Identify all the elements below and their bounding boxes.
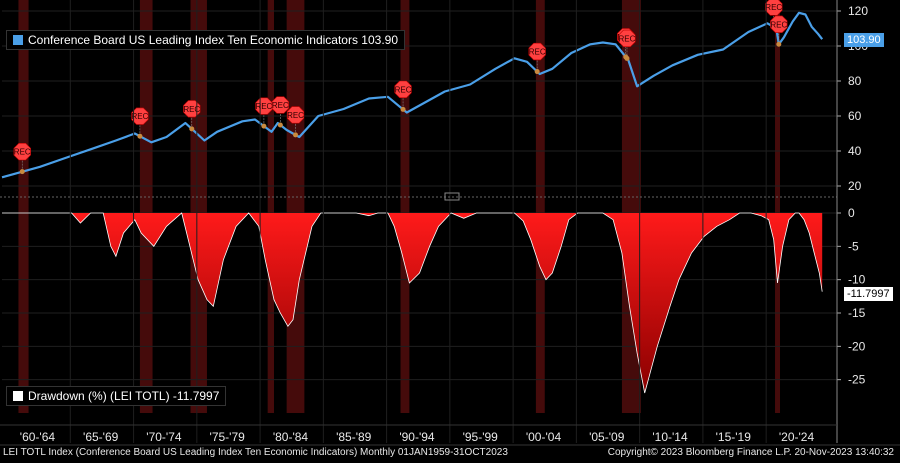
legend-drawdown-label: Drawdown (%) (LEI TOTL) -11.7997 (28, 389, 220, 403)
recession-marker-icon (286, 106, 305, 124)
legend-drawdown: Drawdown (%) (LEI TOTL) -11.7997 (6, 386, 227, 406)
x-tick-label: '10-'14 (652, 430, 688, 444)
lei-last-value-tag: 103.90 (844, 33, 884, 47)
top-y-tick-label: 60 (848, 109, 862, 123)
recession-band (267, 0, 275, 413)
bottom-y-tick-label: 0 (848, 206, 855, 220)
x-tick-label: '80-'84 (273, 430, 309, 444)
bottom-y-tick-label: -25 (848, 373, 866, 387)
recession-marker-dot (137, 133, 143, 139)
x-tick-label: '05-'09 (589, 430, 625, 444)
recession-marker-dot (293, 132, 299, 138)
bottom-y-tick-label: -5 (848, 239, 859, 253)
recession-marker-label: REC (131, 112, 148, 121)
recession-marker-icon (770, 15, 788, 33)
axes: '60-'64 '65-'69 '70-'74 '75-'79 '80-'84 '85-'… (0, 0, 900, 446)
recession-marker-label: REC (272, 101, 289, 110)
recession-marker-icon (528, 42, 546, 61)
recession-band (400, 0, 410, 413)
recession-band (18, 0, 29, 413)
recession-marker-dot (189, 126, 195, 132)
recession-marker-dot (277, 122, 283, 128)
recession-marker-icon (183, 100, 201, 118)
recession-marker-dot (624, 55, 630, 61)
recession-marker-icon (765, 0, 783, 16)
x-tick-label: '95-'99 (463, 430, 499, 444)
recession-marker-dot (534, 69, 540, 75)
recession-marker-label: REC (770, 20, 787, 29)
legend-lei-label: Conference Board US Leading Index Ten Ec… (28, 33, 399, 47)
recession-marker-icon (13, 143, 31, 161)
x-tick-label: '85-'89 (336, 430, 372, 444)
recession-marker-dot (776, 41, 782, 47)
top-y-tick-label: 40 (848, 144, 862, 158)
drawdown-edge-line (2, 212, 823, 394)
panel-resize-handle (444, 192, 460, 201)
legend-lei-swatch (13, 35, 23, 45)
recession-marker-label: REC (529, 48, 546, 57)
recession-marker-label: REC (765, 3, 782, 12)
bottom-y-tick-label: -20 (848, 339, 866, 353)
top-y-tick-label: 80 (848, 74, 862, 88)
x-tick-label: '70-'74 (146, 430, 182, 444)
recession-marker-label: REC (255, 102, 272, 111)
recession-marker-label: REC (183, 105, 200, 114)
top-y-tick-label: 20 (848, 179, 862, 193)
legend-lei: Conference Board US Leading Index Ten Ec… (6, 30, 406, 50)
recession-marker-dot (400, 106, 406, 112)
recession-band (535, 0, 545, 413)
drawdown-last-value-tag: -11.7997 (844, 287, 893, 301)
recession-marker-label: REC (619, 34, 636, 43)
recession-marker-label: REC (395, 85, 412, 94)
recession-bands (18, 0, 781, 413)
recession-marker-icon (618, 29, 636, 48)
recession-marker-icon (131, 107, 149, 125)
x-tick-label: '60-'64 (20, 430, 56, 444)
bottom-y-tick-label: -10 (848, 273, 866, 287)
footer-source: LEI TOTL Index (Conference Board US Lead… (3, 447, 508, 458)
recession-marker-dot (19, 169, 25, 175)
recession-band (139, 0, 153, 413)
recession-marker-icon (271, 96, 289, 114)
x-tick-label: '65-'69 (83, 430, 119, 444)
top-y-tick-label: 120 (848, 4, 868, 18)
x-tick-label: '90-'94 (399, 430, 435, 444)
drawdown-area-fill (2, 213, 823, 393)
x-tick-label: '00-'04 (526, 430, 562, 444)
recession-band (190, 0, 207, 413)
recession-band (286, 0, 305, 413)
x-tick-label: '20-'24 (779, 430, 815, 444)
recession-marker-label: REC (287, 111, 304, 120)
recession-marker-label: REC (14, 148, 31, 157)
x-tick-label: '75-'79 (210, 430, 246, 444)
legend-drawdown-swatch (13, 391, 23, 401)
recession-markers: RECRECRECRECRECRECRECRECRECRECRECREC (13, 0, 788, 175)
recession-marker-icon (394, 80, 412, 98)
recession-band (775, 0, 781, 413)
footer-copyright: Copyright© 2023 Bloomberg Finance L.P. 2… (607, 447, 894, 458)
bottom-y-tick-label: -15 (848, 306, 866, 320)
x-tick-label: '15-'19 (716, 430, 752, 444)
drawdown-area (2, 212, 823, 394)
recession-marker-dot (261, 123, 267, 129)
